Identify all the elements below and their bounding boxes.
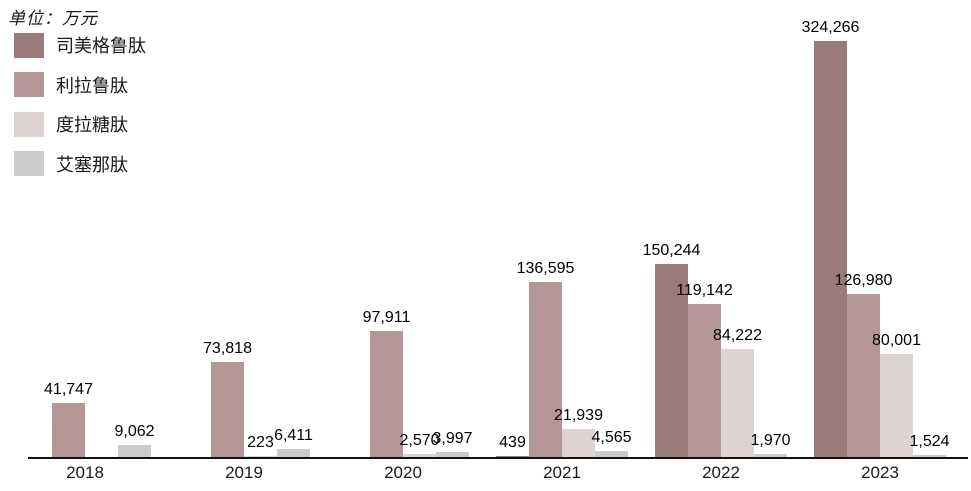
unit-note: 单位：万元: [8, 9, 98, 28]
legend-label: 司美格鲁肽: [56, 36, 146, 56]
x-tick-label-2019: 2019: [225, 463, 263, 482]
bar-度拉糖肽-2019: [244, 456, 277, 457]
value-label-利拉鲁肽-2023: 126,980: [834, 272, 893, 289]
legend-item-0: 司美格鲁肽: [14, 32, 146, 58]
bar-利拉鲁肽-2020: [370, 331, 403, 457]
legend-label: 度拉糖肽: [56, 115, 128, 135]
value-label-度拉糖肽-2023: 80,001: [872, 332, 921, 349]
bar-艾塞那肽-2019: [277, 449, 310, 457]
value-label-利拉鲁肽-2019: 73,818: [203, 340, 252, 357]
bar-艾塞那肽-2023: [913, 455, 946, 457]
bar-司美格鲁肽-2023: [814, 41, 847, 457]
value-label-度拉糖肽-2020: 2,570: [399, 432, 440, 449]
value-label-艾塞那肽-2023: 1,524: [909, 433, 950, 450]
legend: 司美格鲁肽利拉鲁肽度拉糖肽艾塞那肽: [14, 32, 146, 190]
bar-艾塞那肽-2020: [436, 452, 469, 457]
x-tick-label-2018: 2018: [66, 463, 104, 482]
bar-利拉鲁肽-2021: [529, 282, 562, 457]
bar-司美格鲁肽-2021: [496, 456, 529, 457]
bar-度拉糖肽-2020: [403, 454, 436, 457]
x-axis-line: [28, 457, 968, 459]
legend-swatch-icon: [14, 151, 44, 176]
value-label-司美格鲁肽-2021: 439: [499, 434, 526, 451]
value-label-度拉糖肽-2022: 84,222: [713, 327, 762, 344]
value-label-利拉鲁肽-2020: 97,911: [362, 309, 411, 326]
value-label-利拉鲁肽-2021: 136,595: [516, 260, 575, 277]
legend-item-3: 艾塞那肽: [14, 151, 146, 177]
bar-度拉糖肽-2021: [562, 429, 595, 457]
value-label-利拉鲁肽-2022: 119,142: [676, 282, 733, 299]
value-label-艾塞那肽-2018: 9,062: [114, 423, 155, 440]
x-tick-label-2020: 2020: [384, 463, 422, 482]
legend-swatch-icon: [14, 32, 44, 58]
bar-利拉鲁肽-2023: [847, 294, 880, 457]
bar-司美格鲁肽-2022: [655, 264, 688, 457]
value-label-艾塞那肽-2020: 3,997: [432, 430, 473, 447]
bar-利拉鲁肽-2022: [688, 304, 721, 457]
value-label-度拉糖肽-2021: 21,939: [554, 407, 603, 424]
bar-利拉鲁肽-2018: [52, 403, 85, 457]
legend-item-1: 利拉鲁肽: [14, 72, 146, 98]
value-label-司美格鲁肽-2023: 324,266: [801, 19, 860, 36]
legend-swatch-icon: [14, 111, 44, 137]
x-tick-label-2023: 2023: [861, 463, 899, 482]
bar-艾塞那肽-2022: [754, 454, 787, 457]
value-label-利拉鲁肽-2018: 41,747: [44, 381, 93, 398]
value-label-艾塞那肽-2019: 6,411: [274, 427, 313, 444]
bar-度拉糖肽-2022: [721, 349, 754, 457]
legend-swatch-icon: [14, 72, 44, 97]
value-label-度拉糖肽-2019: 223: [247, 434, 274, 451]
value-label-艾塞那肽-2021: 4,565: [591, 429, 632, 446]
bar-度拉糖肽-2023: [880, 354, 913, 457]
legend-item-2: 度拉糖肽: [14, 111, 146, 137]
bar-艾塞那肽-2018: [118, 445, 151, 457]
x-tick-label-2021: 2021: [543, 463, 581, 482]
value-label-艾塞那肽-2022: 1,970: [750, 432, 791, 449]
x-tick-label-2022: 2022: [702, 463, 740, 482]
bar-艾塞那肽-2021: [595, 451, 628, 457]
legend-label: 艾塞那肽: [56, 154, 128, 175]
legend-label: 利拉鲁肽: [56, 75, 128, 96]
value-label-司美格鲁肽-2022: 150,244: [642, 242, 701, 259]
bar-利拉鲁肽-2019: [211, 362, 244, 457]
